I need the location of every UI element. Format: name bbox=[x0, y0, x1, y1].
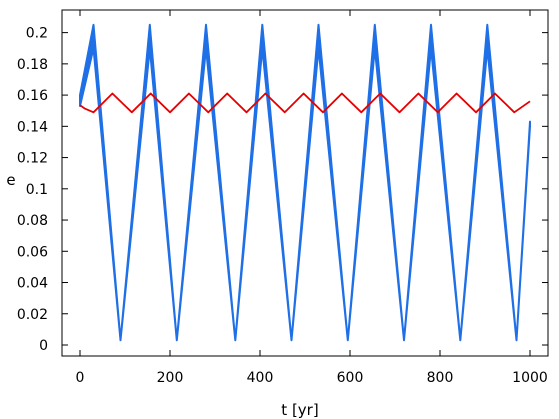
y-tick-label: 0.06 bbox=[17, 244, 48, 260]
x-tick-label: 600 bbox=[337, 370, 364, 386]
plot-frame bbox=[61, 9, 549, 357]
y-tick-label: 0 bbox=[39, 338, 48, 354]
plot-area bbox=[79, 23, 531, 342]
x-tick-label: 1000 bbox=[512, 370, 548, 386]
y-tick-label: 0.18 bbox=[17, 57, 48, 73]
axis-ticks: 0 200 400 600 800 1000 0 0.02 0.04 0.06 0.08 0.1 0.1… bbox=[17, 10, 548, 386]
y-tick-label: 0.2 bbox=[26, 26, 48, 42]
y-axis-label: e bbox=[6, 171, 15, 189]
y-tick-label: 0.12 bbox=[17, 151, 48, 167]
x-tick-label: 200 bbox=[157, 370, 184, 386]
series-red-line bbox=[79, 92, 531, 114]
x-tick-label: 400 bbox=[247, 370, 274, 386]
x-tick-label: 800 bbox=[427, 370, 454, 386]
y-tick-label: 0.14 bbox=[17, 119, 48, 135]
x-tick-label: 0 bbox=[76, 370, 85, 386]
y-tick-label: 0.1 bbox=[26, 182, 48, 198]
x-axis-label: t [yr] bbox=[281, 401, 318, 419]
y-tick-label: 0.16 bbox=[17, 88, 48, 104]
series-blue-envelope bbox=[79, 23, 531, 342]
y-tick-label: 0.02 bbox=[17, 307, 48, 323]
y-tick-label: 0.04 bbox=[17, 276, 48, 292]
y-tick-label: 0.08 bbox=[17, 213, 48, 229]
